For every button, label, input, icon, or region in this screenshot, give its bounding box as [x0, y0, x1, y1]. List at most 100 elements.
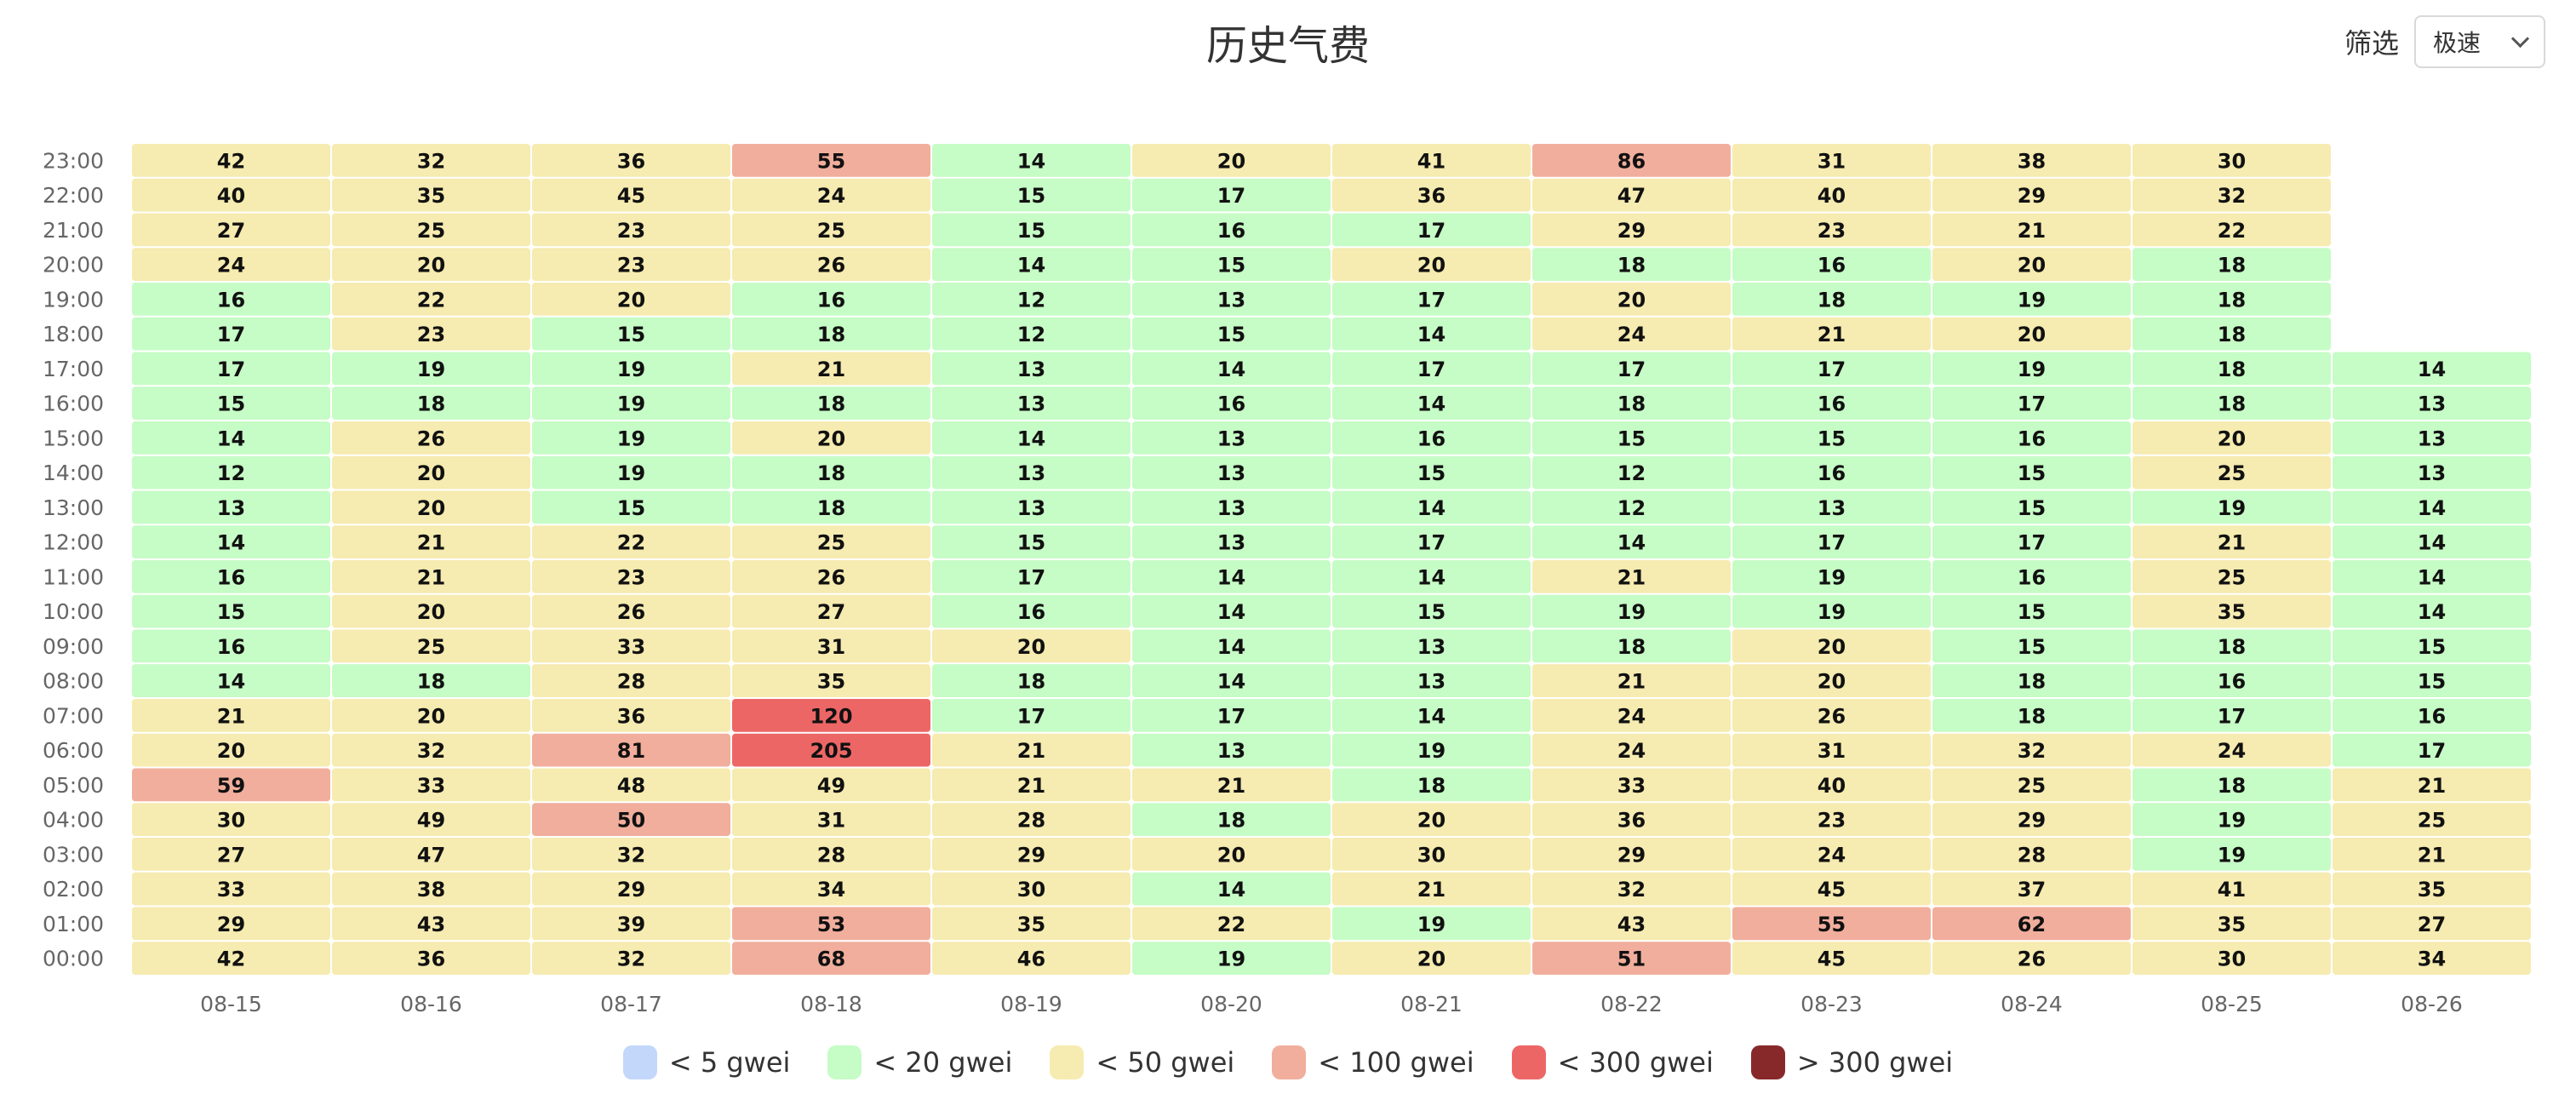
heatmap-cell[interactable]: 13	[132, 490, 330, 524]
heatmap-cell[interactable]: 24	[732, 178, 930, 212]
heatmap-cell[interactable]: 24	[1532, 699, 1731, 732]
heatmap-cell[interactable]: 15	[2333, 664, 2531, 697]
heatmap-cell[interactable]: 21	[1332, 872, 1531, 906]
heatmap-cell[interactable]: 14	[1332, 490, 1531, 524]
heatmap-cell[interactable]: 25	[732, 525, 930, 558]
heatmap-cell[interactable]: 13	[2333, 386, 2531, 420]
heatmap-cell[interactable]: 17	[1332, 283, 1531, 316]
heatmap-cell[interactable]: 21	[1532, 664, 1731, 697]
heatmap-cell[interactable]: 35	[2132, 594, 2331, 628]
heatmap-cell[interactable]: 15	[1932, 490, 2131, 524]
heatmap-cell[interactable]: 20	[332, 594, 530, 628]
heatmap-cell[interactable]: 20	[332, 455, 530, 490]
heatmap-cell[interactable]: 17	[932, 699, 1131, 732]
heatmap-cell[interactable]: 18	[1932, 664, 2131, 697]
heatmap-cell[interactable]: 34	[732, 872, 930, 906]
heatmap-cell[interactable]: 20	[1732, 629, 1931, 663]
heatmap-cell[interactable]: 43	[332, 907, 530, 941]
heatmap-cell[interactable]: 13	[1132, 490, 1331, 524]
heatmap-cell[interactable]: 36	[532, 699, 730, 732]
heatmap-cell[interactable]: 26	[732, 560, 930, 593]
heatmap-cell[interactable]: 19	[532, 455, 730, 490]
heatmap-cell[interactable]: 30	[1332, 838, 1531, 871]
heatmap-cell[interactable]: 17	[1932, 386, 2131, 420]
heatmap-cell[interactable]: 35	[732, 664, 930, 697]
heatmap-cell[interactable]: 40	[1732, 768, 1931, 802]
heatmap-cell[interactable]: 15	[932, 525, 1131, 558]
legend-item[interactable]: < 20 gwei	[827, 1045, 1012, 1079]
heatmap-cell[interactable]: 45	[1732, 942, 1931, 975]
heatmap-cell[interactable]: 15	[532, 490, 730, 524]
heatmap-cell[interactable]: 13	[1132, 283, 1331, 316]
heatmap-cell[interactable]: 20	[332, 490, 530, 524]
heatmap-cell[interactable]: 22	[1132, 907, 1331, 941]
heatmap-cell[interactable]: 45	[1732, 872, 1931, 906]
heatmap-cell[interactable]: 31	[1732, 733, 1931, 767]
heatmap-cell[interactable]: 14	[1332, 386, 1531, 420]
heatmap-cell[interactable]: 32	[332, 144, 530, 177]
heatmap-cell[interactable]: 17	[932, 560, 1131, 593]
heatmap-cell[interactable]: 25	[2132, 455, 2331, 490]
heatmap-cell[interactable]: 32	[332, 733, 530, 767]
heatmap-cell[interactable]: 19	[2132, 490, 2331, 524]
heatmap-cell[interactable]: 21	[332, 560, 530, 593]
heatmap-cell[interactable]: 30	[132, 803, 330, 836]
heatmap-cell[interactable]: 20	[1132, 838, 1331, 871]
heatmap-cell[interactable]: 29	[1932, 178, 2131, 212]
heatmap-cell[interactable]: 14	[1332, 317, 1531, 351]
heatmap-cell[interactable]: 47	[332, 838, 530, 871]
heatmap-cell[interactable]: 35	[332, 178, 530, 212]
heatmap-cell[interactable]: 25	[332, 213, 530, 247]
heatmap-cell[interactable]: 59	[132, 768, 330, 802]
heatmap-cell[interactable]: 16	[1932, 421, 2131, 455]
heatmap-cell[interactable]: 29	[1932, 803, 2131, 836]
heatmap-cell[interactable]: 33	[1532, 768, 1731, 802]
heatmap-cell[interactable]: 41	[1332, 144, 1531, 177]
heatmap-cell[interactable]: 21	[2132, 525, 2331, 558]
legend-item[interactable]: < 100 gwei	[1272, 1045, 1474, 1079]
heatmap-cell[interactable]: 22	[2132, 213, 2331, 247]
heatmap-cell[interactable]: 21	[2333, 768, 2531, 802]
legend-item[interactable]: < 50 gwei	[1050, 1045, 1234, 1079]
heatmap-cell[interactable]: 15	[1732, 421, 1931, 455]
heatmap-cell[interactable]: 19	[1932, 283, 2131, 316]
heatmap-cell[interactable]: 12	[1532, 490, 1731, 524]
heatmap-cell[interactable]: 16	[732, 283, 930, 316]
heatmap-cell[interactable]: 43	[1532, 907, 1731, 941]
heatmap-cell[interactable]: 31	[732, 629, 930, 663]
heatmap-cell[interactable]: 18	[332, 664, 530, 697]
heatmap-cell[interactable]: 15	[1532, 421, 1731, 455]
heatmap-cell[interactable]: 18	[932, 664, 1131, 697]
heatmap-cell[interactable]: 13	[932, 455, 1131, 490]
heatmap-cell[interactable]: 37	[1932, 872, 2131, 906]
heatmap-cell[interactable]: 27	[132, 838, 330, 871]
heatmap-cell[interactable]: 16	[1732, 455, 1931, 490]
heatmap-cell[interactable]: 12	[1532, 455, 1731, 490]
heatmap-cell[interactable]: 21	[932, 733, 1131, 767]
heatmap-cell[interactable]: 26	[532, 594, 730, 628]
heatmap-cell[interactable]: 18	[2132, 352, 2331, 386]
heatmap-cell[interactable]: 16	[132, 283, 330, 316]
heatmap-cell[interactable]: 18	[1532, 386, 1731, 420]
heatmap-cell[interactable]: 18	[1532, 629, 1731, 663]
heatmap-cell[interactable]: 19	[532, 421, 730, 455]
heatmap-cell[interactable]: 25	[732, 213, 930, 247]
heatmap-cell[interactable]: 14	[1132, 352, 1331, 386]
heatmap-cell[interactable]: 18	[1932, 699, 2131, 732]
heatmap-cell[interactable]: 20	[332, 248, 530, 281]
heatmap-cell[interactable]: 17	[132, 317, 330, 351]
heatmap-cell[interactable]: 20	[732, 421, 930, 455]
heatmap-cell[interactable]: 16	[1732, 248, 1931, 281]
heatmap-cell[interactable]: 13	[2333, 421, 2531, 455]
heatmap-cell[interactable]: 16	[132, 560, 330, 593]
heatmap-cell[interactable]: 21	[332, 525, 530, 558]
heatmap-cell[interactable]: 20	[1332, 248, 1531, 281]
heatmap-cell[interactable]: 24	[1532, 317, 1731, 351]
heatmap-cell[interactable]: 15	[1932, 629, 2131, 663]
heatmap-cell[interactable]: 49	[732, 768, 930, 802]
heatmap-cell[interactable]: 27	[132, 213, 330, 247]
heatmap-cell[interactable]: 14	[132, 525, 330, 558]
heatmap-cell[interactable]: 21	[132, 699, 330, 732]
heatmap-cell[interactable]: 14	[2333, 560, 2531, 593]
heatmap-cell[interactable]: 68	[732, 942, 930, 975]
